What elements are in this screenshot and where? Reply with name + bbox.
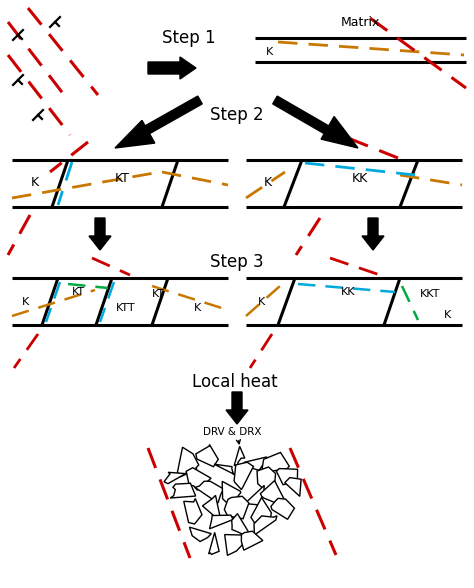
Polygon shape	[285, 477, 301, 496]
Polygon shape	[214, 464, 235, 475]
Polygon shape	[271, 499, 294, 519]
Polygon shape	[89, 218, 111, 250]
Polygon shape	[226, 392, 248, 424]
Text: Matrix: Matrix	[340, 15, 380, 28]
Polygon shape	[225, 534, 244, 556]
Polygon shape	[251, 497, 271, 522]
Text: Step 1: Step 1	[162, 29, 216, 47]
Polygon shape	[257, 467, 275, 491]
Polygon shape	[177, 447, 199, 477]
Text: K: K	[266, 47, 273, 57]
Text: K: K	[194, 303, 201, 313]
Text: KK: KK	[352, 172, 368, 185]
Text: K: K	[444, 310, 452, 320]
Polygon shape	[196, 445, 218, 467]
Polygon shape	[209, 532, 219, 554]
Polygon shape	[224, 496, 249, 519]
Text: Step 2: Step 2	[210, 106, 264, 124]
Polygon shape	[234, 446, 245, 466]
Text: DRV & DRX: DRV & DRX	[203, 427, 261, 437]
Polygon shape	[202, 495, 221, 522]
Polygon shape	[186, 467, 211, 490]
Polygon shape	[210, 515, 233, 529]
Text: KKT: KKT	[420, 289, 440, 299]
Polygon shape	[184, 499, 202, 524]
Polygon shape	[245, 486, 264, 505]
Polygon shape	[232, 514, 252, 538]
Text: K: K	[22, 297, 29, 307]
Text: KTT: KTT	[116, 303, 136, 313]
Polygon shape	[195, 481, 224, 503]
Polygon shape	[115, 96, 202, 148]
Polygon shape	[260, 480, 284, 504]
Polygon shape	[273, 96, 358, 148]
Polygon shape	[276, 469, 298, 485]
Text: K: K	[258, 297, 265, 307]
Polygon shape	[234, 462, 254, 490]
Text: K: K	[31, 176, 39, 189]
Text: K: K	[264, 176, 272, 189]
Polygon shape	[164, 472, 188, 484]
Text: KT: KT	[151, 289, 164, 299]
Polygon shape	[222, 482, 241, 506]
Polygon shape	[254, 516, 277, 535]
Polygon shape	[190, 527, 211, 542]
Text: KT: KT	[72, 287, 84, 297]
Polygon shape	[170, 483, 196, 498]
Text: Local heat: Local heat	[192, 373, 278, 391]
Polygon shape	[244, 457, 267, 470]
Text: KK: KK	[341, 287, 355, 297]
Polygon shape	[262, 452, 289, 472]
Polygon shape	[362, 218, 384, 250]
Text: Step 3: Step 3	[210, 253, 264, 271]
Text: KT: KT	[115, 172, 129, 185]
Polygon shape	[241, 531, 263, 550]
Polygon shape	[148, 57, 196, 79]
